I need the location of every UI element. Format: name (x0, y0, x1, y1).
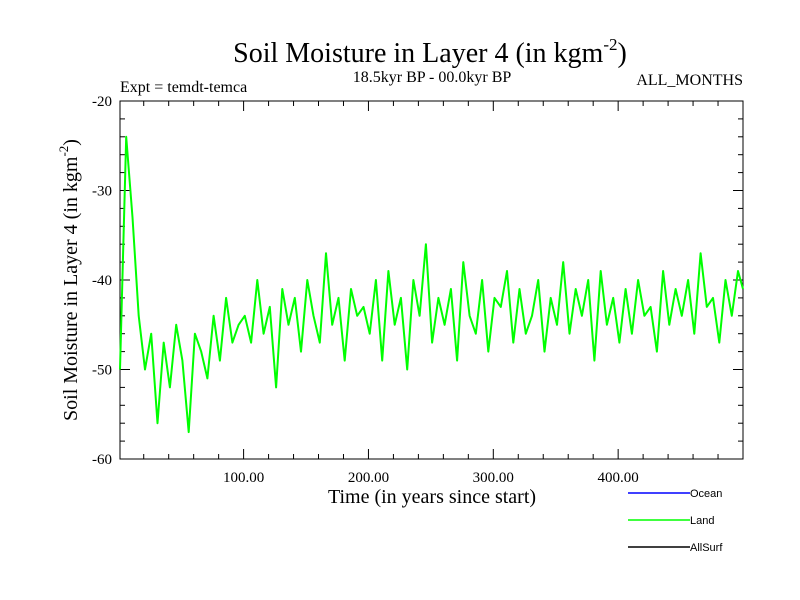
x-tick-label: 400.00 (598, 470, 639, 486)
y-tick-label: -40 (92, 273, 112, 289)
series-layer (119, 135, 744, 434)
subtitle-center: 18.5kyr BP - 00.0kyr BP (353, 69, 512, 86)
y-axis-label: Soil Moisture in Layer 4 (in kgm-2) (56, 139, 82, 421)
subtitle-left: Expt = temdt-temca (120, 79, 247, 96)
legend-label-land: Land (690, 515, 714, 527)
plot-frame (119, 100, 744, 460)
x-tick-label: 200.00 (348, 470, 389, 486)
subtitle-right: ALL_MONTHS (636, 72, 743, 89)
x-axis-label: Time (in years since start) (328, 486, 536, 508)
y-axis-ticks: -20 -30 -40 -50 -60 (92, 94, 743, 468)
chart-title: Soil Moisture in Layer 4 (in kgm-2) (233, 35, 627, 69)
legend: Ocean Land AllSurf (628, 488, 723, 554)
y-tick-label: -60 (92, 452, 112, 468)
y-tick-label: -30 (92, 184, 112, 200)
y-tick-label: -20 (92, 94, 112, 110)
legend-label-ocean: Ocean (690, 488, 722, 500)
x-axis-ticks: 100.00 200.00 300.00 400.00 (143, 101, 719, 486)
x-tick-label: 100.00 (223, 470, 264, 486)
series-line-land (119, 135, 744, 434)
legend-label-allsurf: AllSurf (690, 542, 723, 554)
y-tick-label: -50 (92, 363, 112, 379)
x-tick-label: 300.00 (473, 470, 514, 486)
